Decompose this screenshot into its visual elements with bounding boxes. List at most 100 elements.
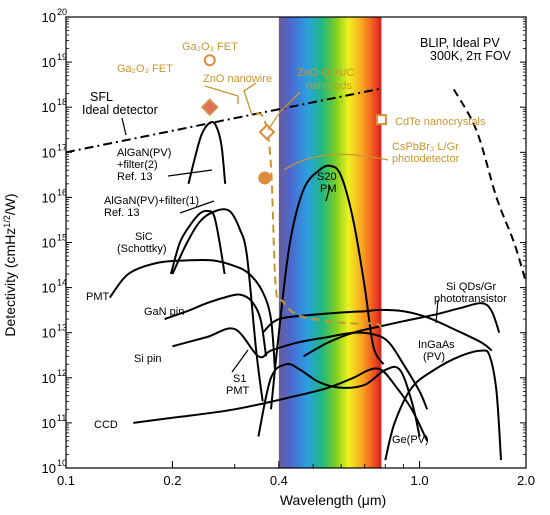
y-tick-label: 10 (42, 145, 56, 160)
y-tick-exponent: 12 (57, 368, 67, 378)
series-sfl-ideal-detector (65, 87, 382, 154)
series-ingaas-pv (303, 302, 501, 358)
label-siqd-1: Si QDs/Gr (446, 281, 496, 293)
y-tick-label: 10 (42, 100, 56, 115)
label-s20-2: PM (320, 183, 337, 195)
x-tick-label: 0.4 (270, 473, 288, 488)
label-blip-1: BLIP, Ideal PV (420, 36, 500, 50)
marker-ga2o3-fet-open (203, 54, 216, 67)
series-sic-schottky (171, 208, 264, 402)
label-s20-1: S20 (317, 171, 337, 183)
series-s1-pmt (257, 362, 421, 437)
y-tick-exponent: 11 (57, 413, 66, 423)
x-tick-label: 0.2 (163, 473, 181, 488)
y-tick-exponent: 19 (57, 52, 67, 62)
label-algan1-2: Ref. 13 (104, 207, 139, 219)
x-tick-label: 1.0 (411, 473, 429, 488)
y-tick-exponent: 10 (57, 458, 67, 468)
y-tick-label: 10 (42, 281, 56, 296)
series-ccd (133, 367, 428, 442)
pointer-zno-qds (267, 91, 301, 131)
series-ge-pv (384, 349, 502, 461)
y-tick-label: 10 (42, 461, 56, 476)
pointer-s1 (231, 349, 249, 373)
label-zno-qds-1: ZnO QDs/C (297, 67, 355, 79)
label-sfl-1: SFL (90, 90, 113, 104)
label-cspbbr-1: CsPbBr₃ L/Gr (392, 141, 459, 153)
pointer-zno-nanowire (243, 82, 257, 116)
label-zno-nanowire: ZnO nanowire (203, 73, 272, 85)
label-pmt: PMT (86, 291, 110, 303)
pointer-sfl (121, 117, 127, 136)
y-tick-label: 10 (42, 371, 56, 386)
label-ccd: CCD (94, 419, 118, 431)
y-tick-exponent: 13 (57, 323, 67, 333)
label-sfl-2: Ideal detector (82, 103, 158, 117)
label-s1-2: PMT (226, 385, 250, 397)
series-pmt (108, 258, 276, 370)
label-zno-qds-2: nanorods (306, 80, 352, 92)
y-tick-exponent: 14 (57, 278, 67, 288)
y-tick-label: 10 (42, 326, 56, 341)
y-tick-exponent: 16 (57, 187, 67, 197)
label-gan: GaN pin (144, 306, 184, 318)
y-axis-label: Detectivity (cmHz1/2/W) (2, 193, 18, 336)
label-algan2-1: AlGaN(PV) (117, 147, 171, 159)
y-axis-label-a: Detectivity (cmHz (2, 228, 18, 337)
series-si-qds-gr-phototransistor (262, 308, 493, 352)
x-tick-label: 2.0 (517, 473, 535, 488)
pointer-algan2 (167, 169, 213, 177)
annotation-layer: Ga₂O₃ FET Ga₂O₃ FET ZnO nanowire ZnO QDs… (82, 36, 512, 446)
y-tick-exponent: 15 (57, 233, 67, 243)
series-si-pin (172, 327, 429, 410)
label-siqd-2: phototransistor (434, 293, 507, 305)
y-tick-label: 10 (42, 236, 56, 251)
y-tick-label: 10 (42, 190, 56, 205)
y-tick-exponent: 18 (57, 97, 67, 107)
series-gan-pin (164, 293, 268, 357)
x-tick-label: 0.1 (57, 473, 75, 488)
pointer-cspbbr (283, 153, 389, 171)
series-cspbbr3-l-gr-photodetector (255, 111, 383, 329)
label-ingaas-2: (PV) (423, 351, 445, 363)
label-cspbbr-2: photodetector (392, 153, 460, 165)
label-cdte: CdTe nanocrystals (395, 116, 486, 128)
label-sic-1: SiC (135, 231, 153, 243)
series-s20-pm (270, 164, 385, 410)
pointer-ga2o3 (204, 85, 239, 104)
label-algan1-1: AlGaN(PV)+filter(1) (104, 195, 199, 207)
annotation-pointers (121, 82, 439, 373)
pointer-s20 (325, 185, 331, 202)
label-sic-2: (Schottky) (117, 243, 167, 255)
y-tick-label: 10 (42, 416, 56, 431)
marker-zno-qds-c-nanorods (258, 171, 272, 185)
pointer-siqd (435, 299, 439, 324)
label-ingaas-1: InGaAs (418, 339, 455, 351)
pointer-algan1 (179, 200, 215, 214)
label-blip-2: 300K, 2π FOV (430, 49, 512, 63)
marker-zno-nanowire (258, 123, 276, 141)
label-s1-1: S1 (233, 373, 246, 385)
y-tick-exponent: 17 (57, 142, 67, 152)
series-layer (65, 87, 527, 461)
series-algan-pv-filter-2 (187, 120, 227, 185)
label-sipin: Si pin (134, 353, 162, 365)
label-ga2o3-filled: Ga₂O₃ FET (117, 63, 173, 75)
marker-layer (200, 54, 387, 185)
label-ge: Ge(PV) (392, 434, 429, 446)
label-algan2-2: +filter(2) (117, 159, 158, 171)
y-tick-label: 10 (42, 10, 56, 25)
y-tick-label: 10 (42, 55, 56, 70)
y-tick-exponent: 20 (57, 7, 67, 17)
y-axis-label-sup: 1/2 (2, 215, 12, 228)
label-ga2o3-open: Ga₂O₃ FET (182, 41, 238, 53)
label-algan2-3: Ref. 13 (117, 171, 152, 183)
series-blip-ideal-pv-300k-2-fov (452, 88, 527, 283)
series-algan-pv-filter-1 (169, 209, 226, 275)
marker-ga2o3-fet (200, 98, 219, 117)
marker-cdte-nanocrystals (375, 114, 387, 126)
y-axis-label-b: /W) (2, 193, 18, 215)
x-axis-label: Wavelength (μm) (280, 492, 386, 508)
